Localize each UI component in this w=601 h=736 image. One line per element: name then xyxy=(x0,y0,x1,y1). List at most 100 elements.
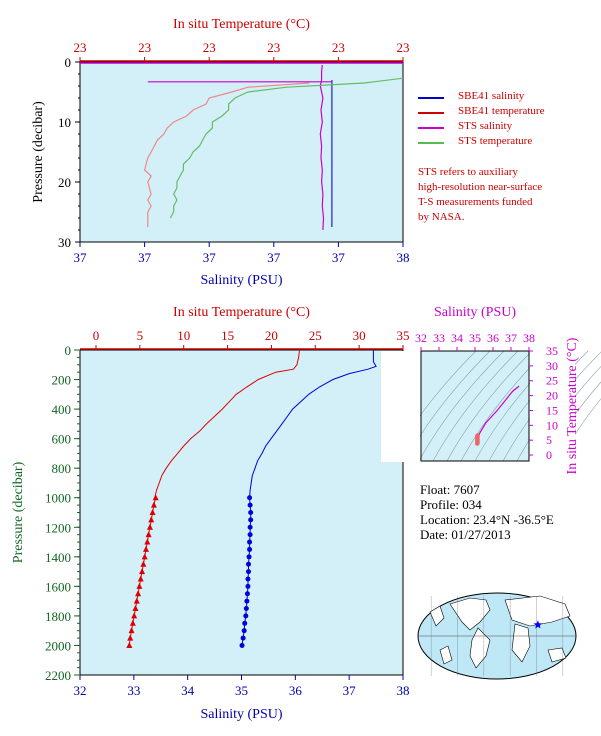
main-temperature-point xyxy=(148,516,155,523)
top-y-axis-title: Pressure (decibar) xyxy=(31,101,46,203)
float-location-star-icon xyxy=(533,620,543,629)
main-y-tick-label: 1600 xyxy=(45,579,71,594)
legend-swatch xyxy=(418,142,444,144)
map-landmass xyxy=(469,627,491,669)
main-sal-tick-label: 32 xyxy=(74,683,87,698)
main-y-axis-title: Pressure (decibar) xyxy=(11,461,26,563)
ts-sal-tick-label: 36 xyxy=(487,331,499,345)
top-sal-tick-label: 37 xyxy=(267,250,281,265)
main-salinity-point xyxy=(239,642,245,648)
main-temp-tick-label: 0 xyxy=(93,328,100,343)
map-landmass xyxy=(439,645,453,665)
main-temperature-point xyxy=(128,627,135,634)
main-temperature-point xyxy=(142,545,149,552)
main-temperature-point xyxy=(137,575,144,582)
main-sal-axis-title: Salinity (PSU) xyxy=(200,707,282,722)
map-landmass xyxy=(547,647,567,663)
main-temp-tick-label: 25 xyxy=(309,328,322,343)
ts-temp-tick-label: 20 xyxy=(546,389,558,403)
note-line: high-resolution near-surface xyxy=(418,181,543,193)
location: Location: 23.4°N -36.5°E xyxy=(420,512,554,527)
main-temperature-point xyxy=(152,494,159,501)
main-salinity-point xyxy=(244,598,250,604)
ts-density-contour xyxy=(418,350,505,462)
top-temp-axis-title: In situ Temperature (°C) xyxy=(173,17,310,32)
world-map xyxy=(417,592,577,680)
ts-temp-tick-label: 0 xyxy=(546,448,552,462)
legend-swatch xyxy=(418,97,444,99)
ts-sal-tick-label: 35 xyxy=(469,331,481,345)
ts-deep-point xyxy=(475,433,480,438)
ts-temp-tick-label: 5 xyxy=(546,433,552,447)
top-series-line xyxy=(319,64,325,231)
ts-density-contour xyxy=(432,350,519,462)
legend-label: STS temperature xyxy=(458,135,533,147)
legend-item: STS salinity xyxy=(418,120,598,135)
main-temperature-point xyxy=(141,553,148,560)
profile-number: Profile: 034 xyxy=(420,497,482,512)
map-landmass xyxy=(504,595,571,627)
legend-label: STS salinity xyxy=(458,120,513,132)
top-sal-tick-label: 37 xyxy=(138,250,152,265)
legend-label: SBE41 salinity xyxy=(458,90,525,102)
main-y-tick-label: 200 xyxy=(52,373,72,388)
main-sal-tick-label: 36 xyxy=(289,683,303,698)
top-sal-axis-title: Salinity (PSU) xyxy=(200,273,282,288)
main-y-tick-label: 2000 xyxy=(45,638,71,653)
main-salinity-point xyxy=(247,539,253,545)
main-temperature-point xyxy=(129,619,136,626)
ts-temp-tick-label: 30 xyxy=(546,359,558,373)
main-salinity-line xyxy=(249,350,377,498)
main-sal-tick-label: 35 xyxy=(235,683,248,698)
legend-item: SBE41 salinity xyxy=(418,90,598,105)
main-salinity-point xyxy=(247,495,253,501)
main-salinity-point xyxy=(247,502,253,508)
top-temp-tick-label: 23 xyxy=(138,40,151,55)
note-line: STS refers to auxiliary xyxy=(418,166,518,178)
main-salinity-point xyxy=(241,628,247,634)
top-series-line xyxy=(169,77,404,219)
main-y-tick-label: 2200 xyxy=(45,668,71,683)
top-plot-area xyxy=(79,61,404,243)
top-y-tick-label: 30 xyxy=(58,235,71,250)
main-y-tick-label: 1000 xyxy=(45,491,71,506)
legend-swatch xyxy=(418,112,444,114)
top-temp-tick-label: 23 xyxy=(203,40,216,55)
main-salinity-point xyxy=(248,517,254,523)
main-temp-tick-label: 15 xyxy=(221,328,234,343)
main-salinity-point xyxy=(245,561,251,567)
main-salinity-point xyxy=(243,606,249,612)
main-salinity-point xyxy=(240,635,246,641)
main-temperature-point xyxy=(133,597,140,604)
ts-temp-tick-label: 25 xyxy=(546,374,558,388)
ts-sal-tick-label: 34 xyxy=(451,331,463,345)
note-line: T-S measurements funded xyxy=(418,196,533,208)
main-temperature-line xyxy=(154,349,300,498)
ts-temp-tick-label: 15 xyxy=(546,403,558,417)
map-landmass xyxy=(511,623,531,663)
ts-density-contour xyxy=(446,350,533,462)
main-temperature-point xyxy=(126,641,133,648)
top-sal-tick-label: 37 xyxy=(203,250,217,265)
float-id: Float: 7607 xyxy=(420,482,480,497)
ts-sal-tick-label: 32 xyxy=(415,331,427,345)
note-line: by NASA. xyxy=(418,211,465,223)
main-temp-axis-title: In situ Temperature (°C) xyxy=(173,305,310,320)
top-sal-tick-label: 37 xyxy=(74,250,88,265)
top-sal-tick-label: 37 xyxy=(332,250,346,265)
float-info: Float: 7607 Profile: 034 Location: 23.4°… xyxy=(420,482,590,542)
top-y-tick-label: 20 xyxy=(58,175,71,190)
legend-swatch xyxy=(418,127,444,129)
top-y-tick-label: 0 xyxy=(65,55,72,70)
main-sal-tick-label: 33 xyxy=(127,683,140,698)
top-series-line xyxy=(143,82,310,227)
main-temp-tick-label: 20 xyxy=(265,328,278,343)
main-sal-tick-label: 34 xyxy=(181,683,195,698)
ts-mask-left xyxy=(381,351,420,462)
main-temperature-point xyxy=(136,582,143,589)
ts-temp-tick-label: 10 xyxy=(546,418,558,432)
ts-mask-right xyxy=(530,349,575,463)
map-landmass xyxy=(449,597,491,631)
date: Date: 01/27/2013 xyxy=(420,527,511,542)
